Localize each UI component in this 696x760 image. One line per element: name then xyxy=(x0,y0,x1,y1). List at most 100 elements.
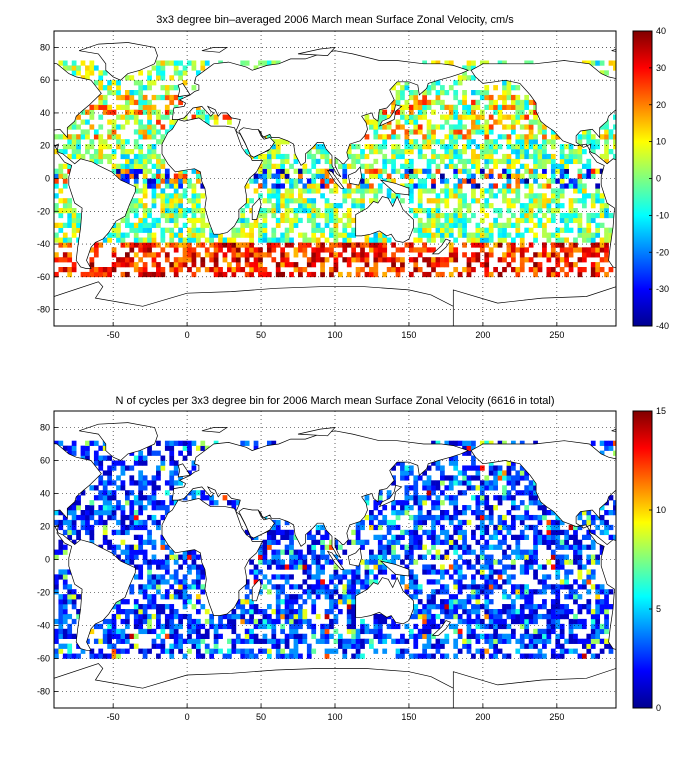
heatmap-cell xyxy=(524,163,530,169)
heatmap-cell xyxy=(550,163,556,169)
heatmap-cell xyxy=(564,648,569,654)
heatmap-cell xyxy=(506,623,512,630)
heatmap-cell xyxy=(333,539,339,545)
heatmap-cell xyxy=(373,574,379,580)
heatmap-cell xyxy=(555,519,561,526)
heatmap-cell xyxy=(440,90,445,96)
heatmap-cell xyxy=(586,193,592,199)
heatmap-cell xyxy=(156,271,161,278)
heatmap-cell xyxy=(258,252,263,258)
heatmap-cell xyxy=(160,460,166,466)
heatmap-cell xyxy=(453,505,459,511)
heatmap-cell xyxy=(524,139,530,145)
heatmap-cell xyxy=(506,80,512,86)
heatmap-cell xyxy=(444,529,450,536)
heatmap-cell xyxy=(555,554,561,560)
heatmap-cell xyxy=(54,257,59,263)
heatmap-cell xyxy=(337,594,343,600)
heatmap-cell xyxy=(156,114,161,120)
heatmap-cell xyxy=(568,623,574,630)
heatmap-cell xyxy=(510,173,516,179)
heatmap-cell xyxy=(453,247,459,253)
heatmap-cell xyxy=(519,203,525,209)
heatmap-cell xyxy=(169,628,175,635)
heatmap-cell xyxy=(453,257,459,263)
heatmap-cell xyxy=(116,460,121,466)
heatmap-cell xyxy=(515,549,521,555)
heatmap-cell xyxy=(178,183,183,189)
heatmap-cell xyxy=(559,628,565,635)
heatmap-cell xyxy=(559,158,565,165)
heatmap-cell xyxy=(289,271,294,278)
heatmap-cell xyxy=(58,222,64,228)
heatmap-cell xyxy=(595,139,601,145)
heatmap-cell xyxy=(266,613,272,620)
heatmap-cell xyxy=(400,648,405,654)
heatmap-cell xyxy=(595,599,601,605)
heatmap-cell xyxy=(426,623,432,630)
heatmap-cell xyxy=(244,653,250,659)
heatmap-cell xyxy=(440,470,445,476)
heatmap-cell xyxy=(107,633,112,639)
heatmap-cell xyxy=(395,153,401,160)
heatmap-cell xyxy=(581,653,587,659)
heatmap-cell xyxy=(156,485,161,491)
heatmap-cell xyxy=(258,222,263,228)
heatmap-cell xyxy=(590,653,596,659)
heatmap-cell xyxy=(559,183,565,189)
heatmap-cell xyxy=(306,648,312,654)
heatmap-cell xyxy=(293,247,299,253)
heatmap-cell xyxy=(124,242,130,248)
heatmap-cell xyxy=(133,599,139,605)
heatmap-cell xyxy=(111,153,117,160)
heatmap-cell xyxy=(262,267,268,273)
heatmap-cell xyxy=(302,599,308,605)
heatmap-cell xyxy=(528,168,534,174)
heatmap-cell xyxy=(240,618,246,625)
heatmap-cell xyxy=(120,633,126,639)
heatmap-cell xyxy=(266,237,272,243)
heatmap-cell xyxy=(289,594,294,600)
heatmap-cell xyxy=(453,628,459,635)
heatmap-cell xyxy=(280,574,286,580)
heatmap-cell xyxy=(355,198,361,204)
heatmap-cell xyxy=(564,613,569,620)
heatmap-cell xyxy=(89,247,95,253)
heatmap-cell xyxy=(142,628,148,635)
heatmap-cell xyxy=(258,168,263,174)
heatmap-cell xyxy=(466,599,472,605)
heatmap-cell xyxy=(475,609,481,615)
heatmap-cell xyxy=(342,589,348,595)
heatmap-cell xyxy=(581,534,587,540)
heatmap-cell xyxy=(475,252,481,258)
heatmap-cell xyxy=(355,153,361,160)
heatmap-cell xyxy=(275,559,281,565)
heatmap-cell xyxy=(129,158,135,165)
heatmap-cell xyxy=(138,257,144,263)
heatmap-cell xyxy=(142,549,148,555)
heatmap-cell xyxy=(528,119,534,125)
heatmap-cell xyxy=(58,198,64,204)
heatmap-cell xyxy=(218,242,223,248)
heatmap-cell xyxy=(346,579,352,585)
heatmap-cell xyxy=(173,119,179,125)
heatmap-cell xyxy=(448,495,454,501)
heatmap-cell xyxy=(537,539,543,545)
heatmap-cell xyxy=(164,203,170,209)
heatmap-cell xyxy=(404,564,410,570)
heatmap-cell xyxy=(76,149,81,155)
heatmap-cell xyxy=(133,455,139,461)
heatmap-cell xyxy=(528,188,534,194)
heatmap-cell xyxy=(213,252,219,258)
heatmap-cell xyxy=(448,144,454,150)
heatmap-cell xyxy=(138,242,144,248)
heatmap-cell xyxy=(124,232,130,238)
heatmap-cell xyxy=(568,569,574,575)
heatmap-cell xyxy=(435,514,441,521)
heatmap-cell xyxy=(577,574,583,580)
heatmap-cell xyxy=(581,519,587,526)
heatmap-cell xyxy=(546,237,552,243)
heatmap-cell xyxy=(431,85,436,91)
heatmap-cell xyxy=(324,609,330,615)
heatmap-cell xyxy=(54,579,59,585)
